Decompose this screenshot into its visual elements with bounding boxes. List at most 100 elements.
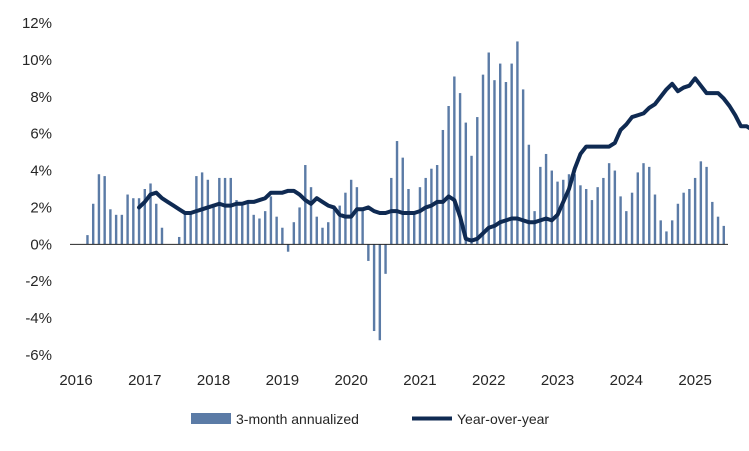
bar-3-month-annualized [126,194,129,245]
legend-bar-swatch [191,413,231,424]
bar-3-month-annualized [630,192,634,245]
bar-3-month-annualized [722,225,725,245]
legend-label-3-month-annualized: 3-month annualized [236,411,359,427]
bar-3-month-annualized [407,189,410,245]
bar-3-month-annualized [619,196,622,245]
bar-3-month-annualized [613,170,617,245]
bar-3-month-annualized [292,222,296,245]
bar-3-month-annualized [212,203,215,245]
bar-3-month-annualized [246,201,250,245]
bar-3-month-annualized [596,187,599,245]
bar-3-month-annualized [298,207,301,245]
bar-3-month-annualized [562,179,565,245]
bars-3-month-annualized [86,41,725,341]
y-tick-label: 10% [22,52,52,69]
bar-3-month-annualized [155,203,158,245]
bar-3-month-annualized [699,161,703,245]
bar-3-month-annualized [114,214,118,245]
bar-3-month-annualized [229,177,232,245]
bar-3-month-annualized [160,227,164,245]
bar-3-month-annualized [355,187,359,245]
x-axis-tick-labels: 2016 2017 2018 2019 2020 2021 2022 2023 2024 2025 [59,372,711,389]
bar-3-month-annualized [476,117,479,245]
bar-3-month-annualized [521,89,525,245]
bar-3-month-annualized [550,170,553,245]
bar-3-month-annualized [97,174,101,245]
bar-3-month-annualized [286,244,290,252]
bar-3-month-annualized [579,185,582,245]
bar-3-month-annualized [269,196,273,245]
bar-3-month-annualized [367,244,370,261]
bar-3-month-annualized [544,153,548,245]
bar-3-month-annualized [327,222,330,245]
bar-3-month-annualized [688,189,691,245]
bar-3-month-annualized [183,212,187,245]
bar-3-month-annualized [281,227,284,245]
bar-3-month-annualized [602,177,605,245]
bar-3-month-annualized [682,192,685,245]
bar-3-month-annualized [223,177,227,245]
bar-3-month-annualized [625,211,628,245]
legend: 3-month annualized Year-over-year [191,411,549,427]
line-year-over-year [137,76,749,243]
bar-3-month-annualized [510,63,513,245]
x-tick-label: 2017 [128,372,161,389]
bar-3-month-annualized [263,211,267,245]
bar-3-month-annualized [252,214,255,245]
bar-3-month-annualized [711,201,714,245]
x-tick-label: 2025 [678,372,711,389]
bar-3-month-annualized [670,220,674,245]
bar-3-month-annualized [143,189,146,245]
bar-3-month-annualized [665,231,668,245]
bar-3-month-annualized [527,144,531,245]
bar-3-month-annualized [218,177,221,245]
bar-3-month-annualized [676,203,680,245]
bar-3-month-annualized [395,141,399,245]
bar-3-month-annualized [241,205,244,245]
bar-3-month-annualized [258,218,261,245]
bar-3-month-annualized [413,211,416,245]
y-axis-tick-labels: -6% -4% -2% 0% 2% 4% 6% 8% 10% 12% [22,15,52,364]
bar-3-month-annualized [401,157,404,245]
bar-3-month-annualized [539,166,542,245]
bar-3-month-annualized [470,155,473,245]
bar-3-month-annualized [372,244,376,332]
bar-3-month-annualized [487,52,490,245]
bar-3-month-annualized [573,174,576,245]
x-tick-label: 2021 [403,372,436,389]
bar-3-month-annualized [361,207,364,245]
bar-3-month-annualized [321,227,324,245]
bar-3-month-annualized [132,198,135,245]
bar-3-month-annualized [705,166,708,245]
bar-3-month-annualized [533,211,536,245]
bar-3-month-annualized [235,200,238,245]
bar-3-month-annualized [458,93,462,245]
y-tick-label: 8% [30,89,52,106]
bar-3-month-annualized [648,166,651,245]
bar-3-month-annualized [636,172,639,245]
y-tick-label: 12% [22,15,52,32]
bar-3-month-annualized [418,187,422,245]
bar-3-month-annualized [453,76,456,245]
bar-3-month-annualized [441,129,445,245]
bar-3-month-annualized [149,183,152,245]
bar-3-month-annualized [693,177,697,245]
bar-3-month-annualized [304,165,307,245]
y-tick-label: 2% [30,199,52,216]
bar-3-month-annualized [659,220,662,245]
y-tick-label: 0% [30,236,52,253]
x-tick-label: 2022 [472,372,505,389]
x-tick-label: 2018 [197,372,230,389]
x-tick-label: 2016 [59,372,92,389]
y-tick-label: -2% [25,273,52,290]
bar-3-month-annualized [309,187,313,245]
bar-3-month-annualized [481,74,485,245]
bar-3-month-annualized [120,214,124,245]
bar-3-month-annualized [504,82,508,245]
bar-3-month-annualized [137,198,141,245]
bar-3-month-annualized [349,179,353,245]
bar-3-month-annualized [516,41,519,245]
legend-label-year-over-year: Year-over-year [457,411,549,427]
x-tick-label: 2020 [334,372,367,389]
bar-3-month-annualized [716,216,720,245]
